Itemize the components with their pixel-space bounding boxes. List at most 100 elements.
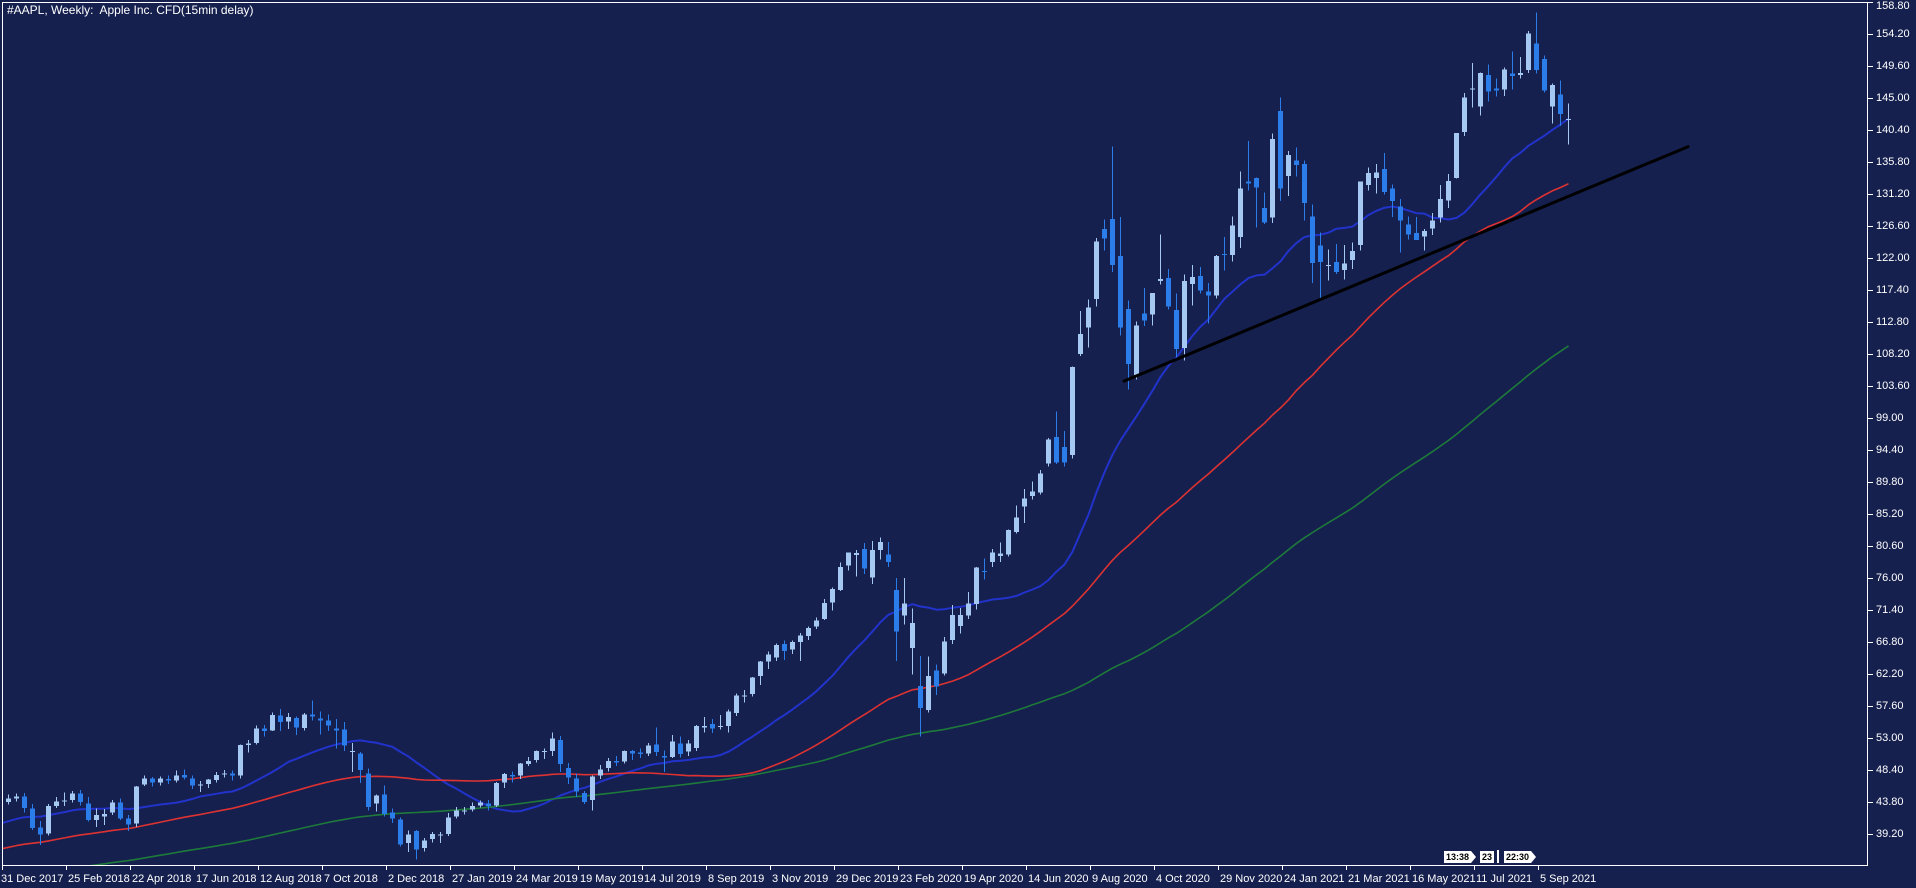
candle-bull	[1182, 281, 1187, 348]
candle-bear	[1278, 111, 1283, 189]
candle-bull	[134, 786, 139, 824]
candle-bull	[54, 801, 59, 807]
candle-bull	[1270, 139, 1275, 218]
price-axis-tick	[1868, 290, 1873, 291]
candle-wick	[440, 831, 441, 843]
candle-bull	[590, 776, 595, 800]
price-axis-tick	[1868, 674, 1873, 675]
candle-bear	[1382, 169, 1387, 192]
candle-wick	[200, 781, 201, 793]
candle-bear	[38, 827, 43, 835]
price-axis-label: 103.60	[1876, 380, 1910, 392]
time-axis-tick	[1090, 866, 1091, 870]
time-axis-label: 19 Apr 2020	[964, 873, 1024, 885]
candle-bull	[206, 779, 211, 784]
time-axis-tick	[1346, 866, 1347, 870]
candle-wick	[1192, 265, 1193, 306]
candle-bear	[1398, 206, 1403, 221]
candle-bull	[518, 763, 523, 776]
price-axis-tick	[1868, 162, 1873, 163]
candle-bull	[814, 620, 819, 627]
candle-bull	[286, 717, 291, 722]
time-axis-label: 14 Jun 2020	[1028, 873, 1089, 885]
price-axis-tick	[1868, 2, 1873, 3]
candle-bull	[1286, 155, 1291, 176]
candle-bull	[742, 695, 747, 697]
candle-bull	[94, 815, 99, 821]
candle-bull	[1550, 84, 1555, 107]
time-axis-tick	[1282, 866, 1283, 870]
time-axis-label: 2 Dec 2018	[388, 873, 445, 885]
time-axis-label: 21 Mar 2021	[1348, 873, 1410, 885]
candle-bull	[1438, 198, 1443, 218]
candle-bull	[1238, 188, 1243, 238]
price-axis-tick	[1868, 514, 1873, 515]
candle-bear	[342, 729, 347, 746]
candle-bear	[230, 773, 235, 776]
time-axis-tick	[770, 866, 771, 870]
time-axis-tick	[386, 866, 387, 870]
candle-bear	[1486, 75, 1491, 92]
ma-line-sma50[interactable]	[3, 182, 1569, 854]
candle-bear	[1246, 181, 1251, 184]
candle-bear	[1166, 278, 1171, 307]
price-axis[interactable]: 158.80 154.20 149.60 145.00 140.40 135.80 131.…	[1868, 0, 1916, 866]
candle-bull	[1046, 439, 1051, 464]
candle-bull	[374, 795, 379, 804]
candle-bull	[14, 796, 19, 799]
candle-wick	[544, 748, 545, 759]
time-axis[interactable]: 31 Dec 2017 25 Feb 2018 22 Apr 2018 17 Jun …	[0, 866, 1916, 888]
candle-bull	[1454, 132, 1459, 178]
candle-bear	[862, 548, 867, 569]
candle-wick	[856, 550, 857, 577]
time-axis-tick	[450, 866, 451, 870]
candle-bull	[254, 728, 259, 743]
candle-wick	[104, 809, 105, 825]
price-axis-label: 43.80	[1876, 796, 1904, 808]
candle-bull	[726, 711, 731, 727]
price-axis-tick	[1868, 226, 1873, 227]
candle-bull	[790, 642, 795, 650]
price-axis-tick	[1868, 130, 1873, 131]
candle-bull	[1326, 265, 1331, 266]
time-axis-tick	[834, 866, 835, 870]
candle-wick	[1424, 228, 1425, 251]
price-axis-label: 126.60	[1876, 220, 1910, 232]
candle-bear	[1414, 233, 1419, 240]
candle-bull	[830, 589, 835, 603]
candlestick-chart[interactable]	[3, 3, 1867, 865]
price-axis-label: 53.00	[1876, 732, 1904, 744]
time-axis-tick	[578, 866, 579, 870]
candle-bull	[430, 834, 435, 839]
time-axis-tick	[258, 866, 259, 870]
price-axis-label: 48.40	[1876, 764, 1904, 776]
candle-wick	[1320, 232, 1321, 299]
ma-line-sma100[interactable]	[3, 345, 1569, 865]
candle-bull	[550, 738, 555, 752]
candle-bull	[462, 810, 467, 812]
candle-bull	[62, 800, 67, 802]
candle-bull	[838, 566, 843, 590]
ma-line-sma20[interactable]	[3, 117, 1570, 831]
candle-bear	[382, 794, 387, 814]
candle-bull	[942, 641, 947, 674]
candle-bear	[166, 779, 171, 781]
chart-plot-area[interactable]	[2, 2, 1868, 866]
candle-bull	[158, 778, 163, 783]
candle-bull	[622, 751, 627, 762]
candle-wick	[1472, 63, 1473, 108]
candle-bull	[1422, 230, 1427, 237]
price-axis-label: 62.20	[1876, 668, 1904, 680]
trendline[interactable]	[1122, 145, 1690, 383]
price-axis-tick	[1868, 834, 1873, 835]
price-axis-label: 158.80	[1876, 0, 1910, 12]
candle-bear	[558, 740, 563, 764]
candle-wick	[1376, 164, 1377, 194]
candle-bull	[478, 802, 483, 806]
time-axis-tick	[1474, 866, 1475, 870]
candle-wick	[248, 740, 249, 753]
price-axis-tick	[1868, 706, 1873, 707]
candle-wick	[1080, 310, 1081, 357]
candle-bull	[1342, 263, 1347, 270]
candle-bull	[950, 614, 955, 640]
